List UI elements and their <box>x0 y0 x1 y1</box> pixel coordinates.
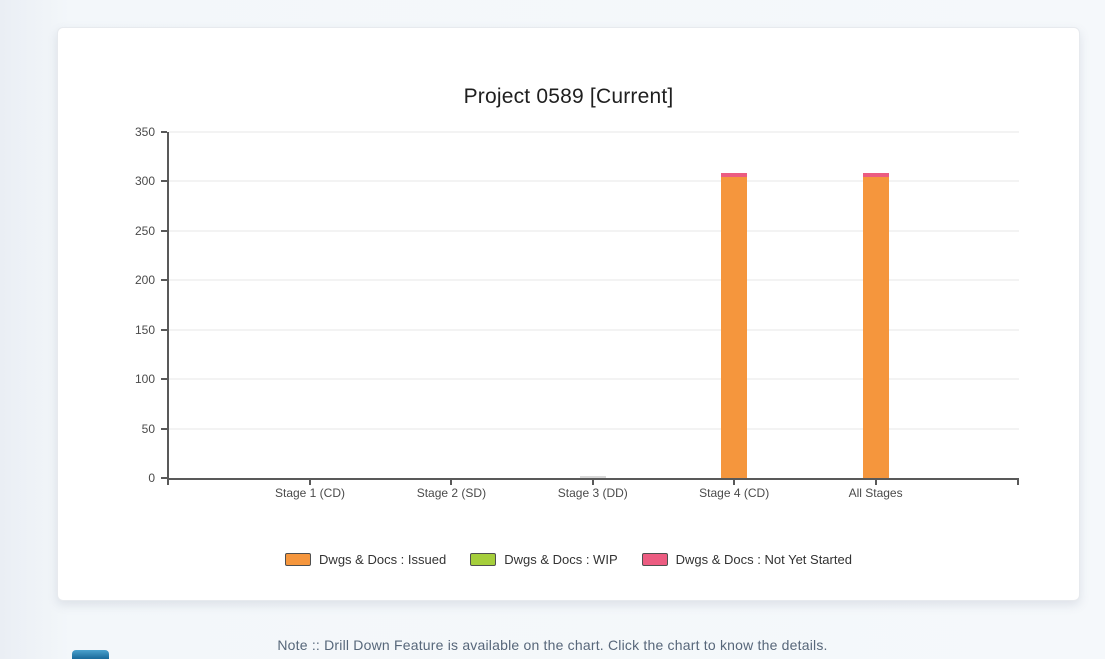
y-axis-tick <box>161 279 167 282</box>
grid-line <box>169 378 1019 381</box>
legend-item-issued[interactable]: Dwgs & Docs : Issued <box>285 552 446 567</box>
drilldown-note: Note :: Drill Down Feature is available … <box>277 637 828 653</box>
x-axis-end-tick <box>167 480 169 485</box>
x-axis-label: Stage 4 (CD) <box>699 486 770 500</box>
x-axis-tick <box>874 480 877 485</box>
y-tick-label: 100 <box>134 372 155 387</box>
y-axis-line <box>167 132 169 481</box>
x-axis-end-tick <box>1017 480 1019 485</box>
y-axis-tick <box>161 328 167 331</box>
y-axis-tick <box>161 477 167 479</box>
grid-line <box>169 328 1019 331</box>
x-axis-label: Stage 2 (SD) <box>416 486 487 500</box>
x-axis-tick <box>309 480 311 485</box>
y-axis-tick <box>161 229 167 232</box>
bar-segment[interactable] <box>721 177 748 478</box>
y-tick-label: 150 <box>134 322 155 337</box>
x-axis-tick <box>591 480 594 485</box>
y-tick-label: 200 <box>134 273 155 288</box>
legend-label-wip: Dwgs & Docs : WIP <box>504 552 618 567</box>
legend-item-wip[interactable]: Dwgs & Docs : WIP <box>470 552 618 567</box>
y-axis-tick <box>161 131 167 133</box>
bar-chart-plot-area[interactable]: 0 50 100 150 200 250 300 350 Stage 1 (CD) Stage 2… <box>135 125 1019 500</box>
bar-segment[interactable] <box>862 173 889 177</box>
y-tick-label: 50 <box>141 421 155 436</box>
legend-swatch-wip-icon <box>470 553 497 566</box>
bar-segment[interactable] <box>721 173 748 177</box>
grid-line <box>169 131 1019 133</box>
chat-widget-icon[interactable] <box>72 650 109 659</box>
legend-swatch-issued-icon <box>285 553 312 566</box>
y-tick-label: 350 <box>134 125 155 139</box>
bar-segment[interactable] <box>862 177 889 478</box>
y-tick-label: 0 <box>148 471 155 485</box>
x-axis-label: All Stages <box>848 486 903 500</box>
y-tick-label: 300 <box>134 174 155 189</box>
x-axis-label: Stage 1 (CD) <box>274 486 346 500</box>
x-axis-label: Stage 3 (DD) <box>557 486 628 500</box>
legend-swatch-not-yet-started-icon <box>641 553 668 566</box>
y-axis-tick <box>161 378 167 381</box>
chart-legend: Dwgs & Docs : Issued Dwgs & Docs : WIP D… <box>58 552 1079 567</box>
x-axis-tick <box>450 480 453 485</box>
chart-card: Project 0589 [Current] 0 50 100 150 200 250 30… <box>57 27 1080 601</box>
grid-line <box>169 180 1019 183</box>
chart-title: Project 0589 [Current] <box>463 85 674 108</box>
y-axis-tick <box>161 427 167 430</box>
legend-label-not-yet-started: Dwgs & Docs : Not Yet Started <box>675 552 852 567</box>
grid-line <box>169 279 1019 282</box>
legend-label-issued: Dwgs & Docs : Issued <box>319 552 447 567</box>
legend-item-not-yet-started[interactable]: Dwgs & Docs : Not Yet Started <box>641 552 852 567</box>
x-axis-tick <box>733 480 736 485</box>
tiny-bar-sliver[interactable] <box>579 476 606 478</box>
x-axis-line <box>167 478 1019 480</box>
y-axis-tick <box>161 180 167 183</box>
y-tick-label: 250 <box>134 223 155 238</box>
grid-line <box>169 229 1019 232</box>
grid-line <box>169 427 1019 430</box>
